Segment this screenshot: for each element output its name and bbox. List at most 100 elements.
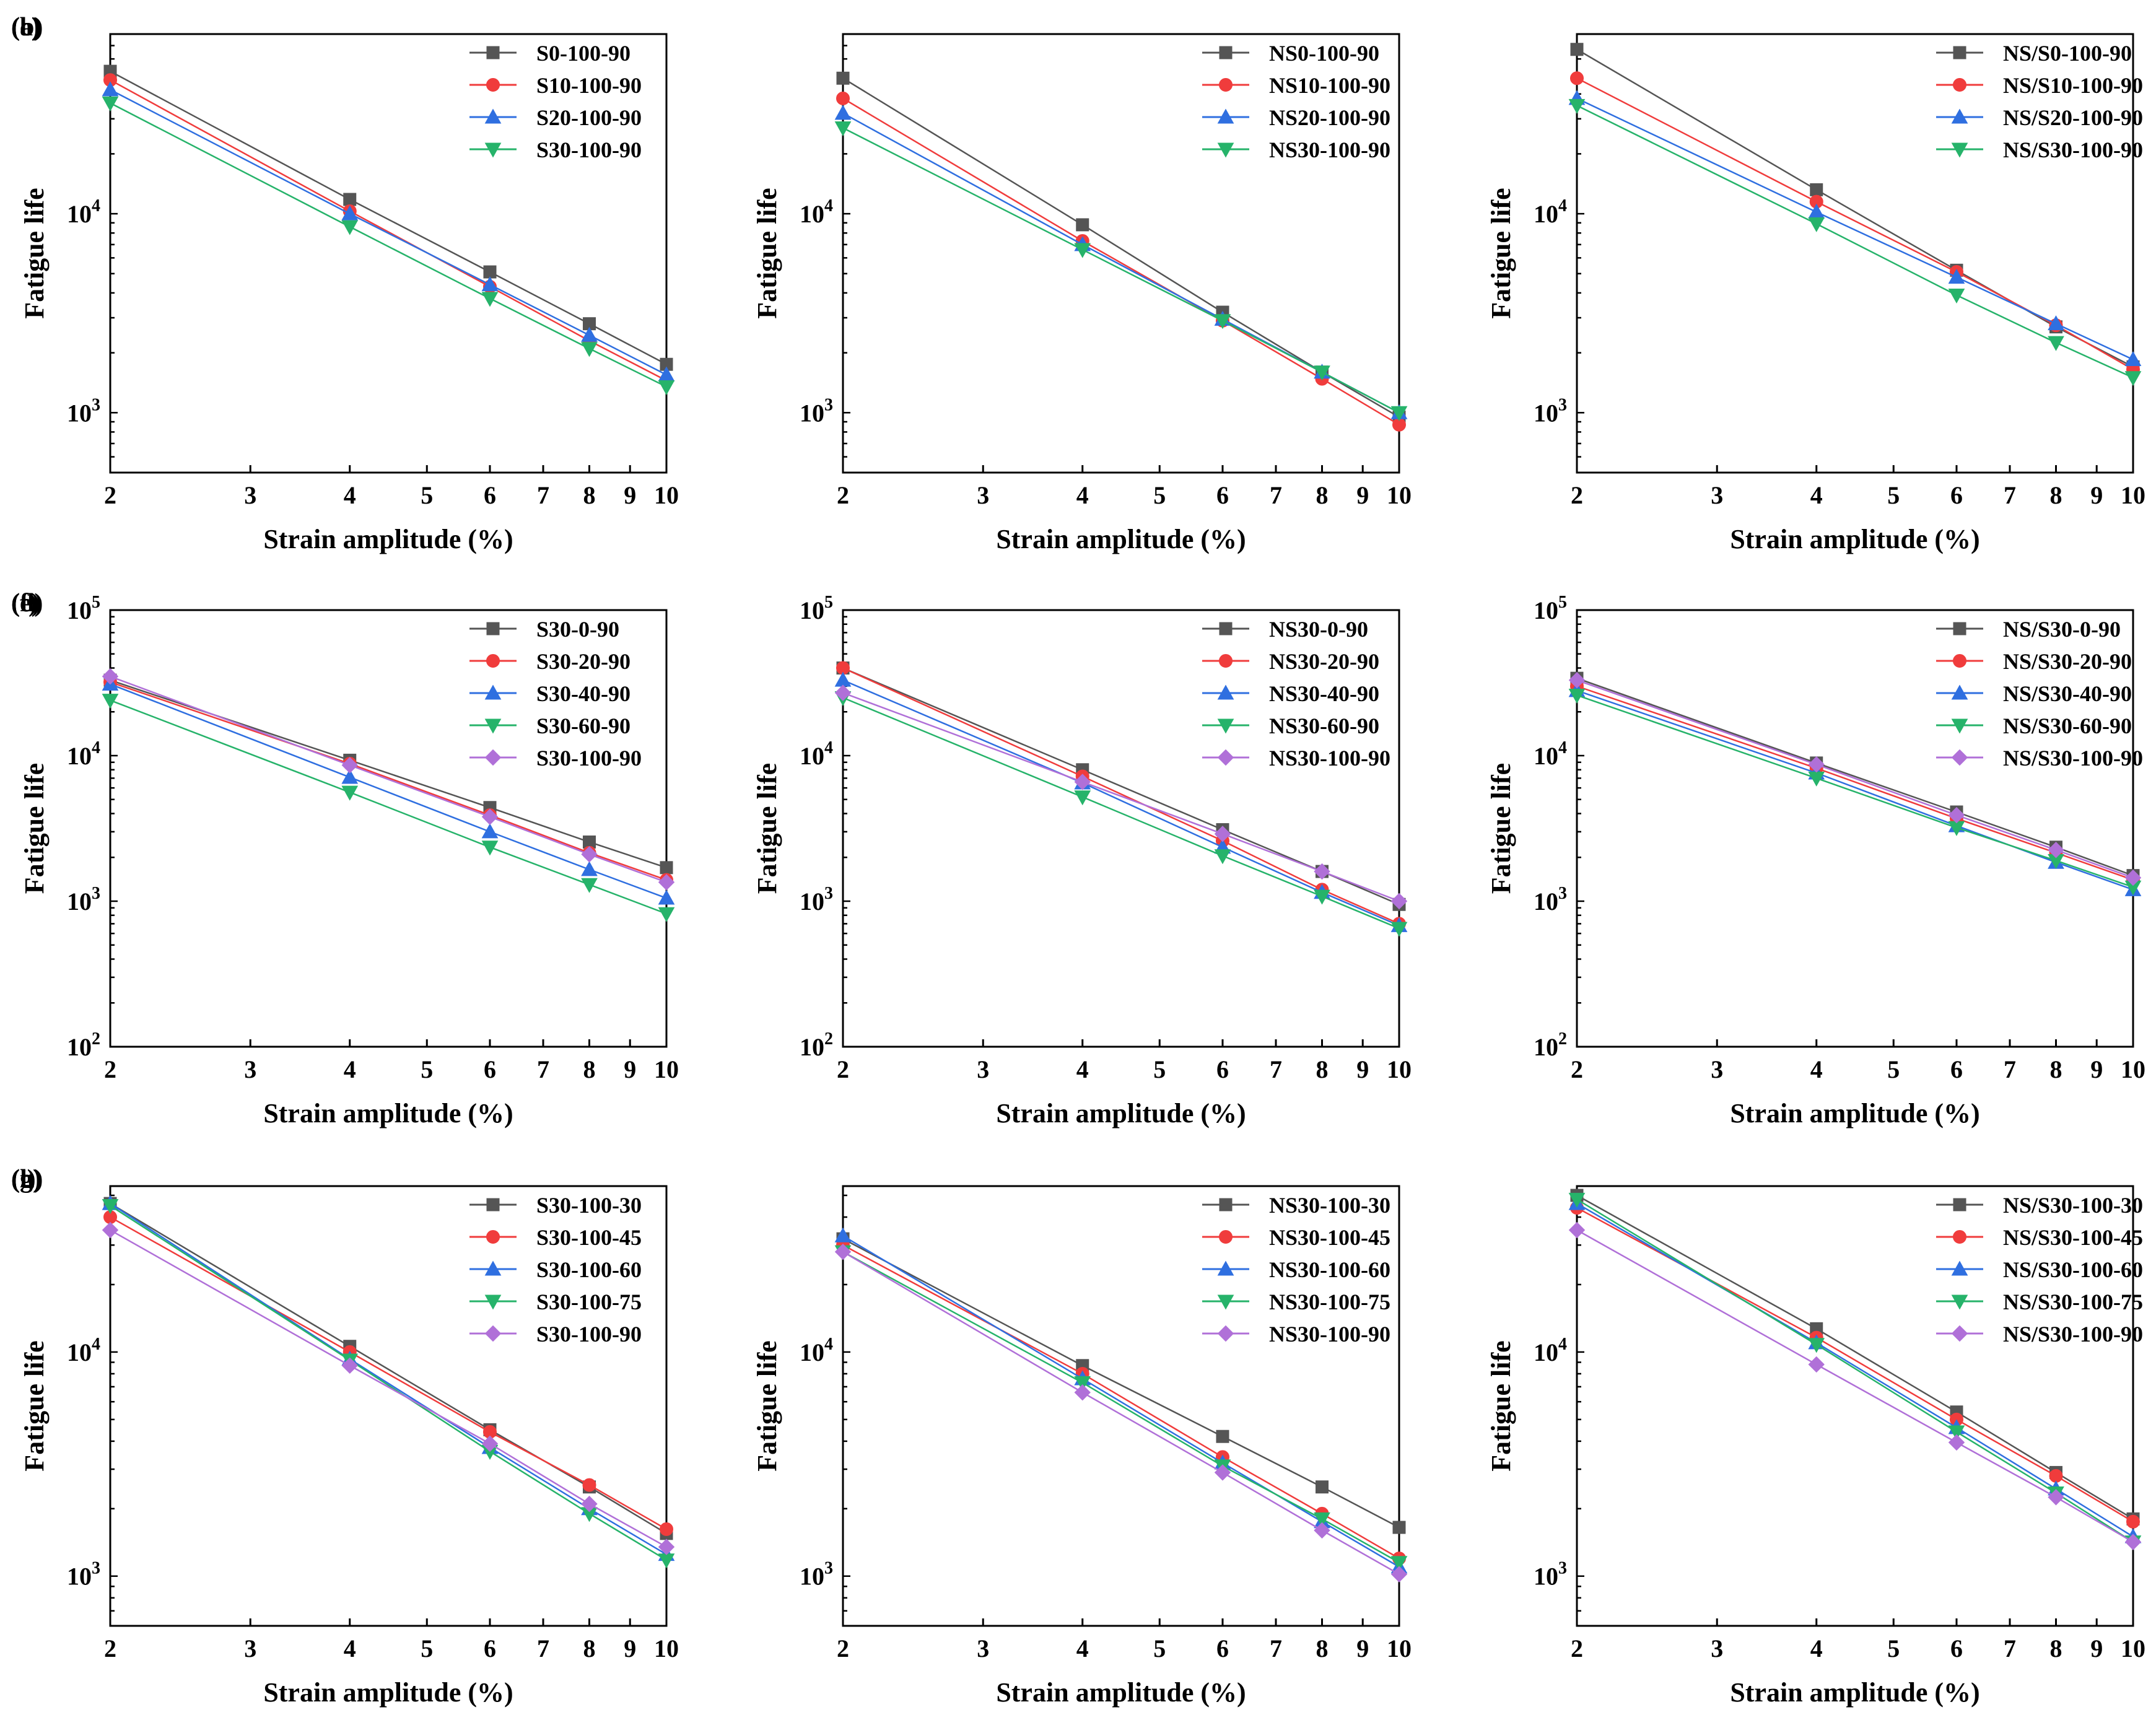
legend-label: S30-100-90 (536, 138, 642, 162)
x-tick-label: 7 (537, 1635, 549, 1662)
y-tick-base: 10 (800, 596, 824, 624)
legend-label: S30-0-90 (536, 617, 619, 642)
series-line (842, 1235, 1400, 1568)
panel-label: (i) (11, 1165, 36, 1194)
legend-label: NS/S30-100-30 (2003, 1193, 2143, 1218)
x-tick-label: 5 (421, 1635, 433, 1662)
legend-label: S10-100-90 (536, 73, 642, 98)
triangle-up-marker-icon (484, 684, 502, 700)
square-marker-icon (1953, 46, 1966, 59)
y-tick-base: 10 (67, 742, 92, 770)
panel-label: (a) (11, 13, 41, 41)
x-axis-label: Strain amplitude (%) (996, 524, 1246, 554)
x-tick-label: 3 (244, 1055, 256, 1083)
y-tick-label: 104 (1534, 738, 1567, 770)
circle-marker-icon (486, 78, 500, 92)
x-tick-label: 10 (1387, 481, 1412, 509)
data-point (341, 785, 359, 801)
y-tick-exponent: 5 (92, 593, 100, 612)
x-tick-label: 2 (837, 1055, 849, 1083)
triangle-up-marker-icon (1217, 108, 1234, 124)
x-tick-label: 8 (1316, 1055, 1328, 1083)
data-point (658, 889, 675, 905)
data-point (2124, 351, 2142, 366)
y-tick-label: 104 (1534, 1335, 1567, 1366)
x-tick-label: 8 (583, 1635, 595, 1662)
y-tick-exponent: 4 (824, 738, 833, 757)
legend-label: NS30-100-90 (1269, 746, 1390, 770)
data-point (1214, 849, 1231, 865)
plot-frame (109, 609, 668, 1048)
data-point (102, 668, 119, 685)
x-tick-label: 8 (1316, 481, 1328, 509)
y-tick-exponent: 3 (824, 395, 833, 414)
x-tick-label: 9 (1356, 481, 1369, 509)
y-tick-base: 10 (67, 1563, 92, 1591)
x-tick-label: 9 (2090, 1635, 2103, 1662)
legend-label: NS/S30-100-60 (2003, 1257, 2143, 1282)
data-point (481, 1435, 499, 1452)
legend-label: NS30-100-60 (1269, 1257, 1390, 1282)
x-tick-label: 5 (1153, 1055, 1166, 1083)
x-axis-label: Strain amplitude (%) (263, 1098, 513, 1128)
square-marker-icon (486, 622, 500, 635)
legend-label: NS/S30-60-90 (2003, 714, 2132, 738)
x-tick-label: 3 (977, 481, 989, 509)
triangle-down-marker-icon (1217, 142, 1234, 158)
data-point (834, 121, 852, 137)
y-tick-base: 10 (800, 1563, 824, 1591)
legend-label: NS30-100-30 (1269, 1193, 1390, 1218)
diamond-marker-icon (484, 749, 502, 766)
legend-label: NS/S30-100-45 (2003, 1225, 2143, 1250)
x-tick-label: 10 (2121, 1055, 2145, 1083)
x-axis-label: Strain amplitude (%) (263, 1677, 513, 1708)
y-tick-exponent: 4 (92, 738, 100, 757)
panel-label: (d) (11, 589, 43, 618)
data-point (1808, 1338, 1825, 1353)
x-tick-label: 6 (1216, 1055, 1229, 1083)
diamond-marker-icon (1217, 749, 1234, 766)
x-tick-label: 9 (624, 1635, 636, 1662)
square-marker-icon (1219, 622, 1233, 635)
y-tick-exponent: 2 (1558, 1029, 1567, 1049)
y-axis-label: Fatigue life (19, 1340, 50, 1471)
x-tick-label: 8 (2049, 481, 2062, 509)
y-tick-label: 102 (1534, 1029, 1567, 1061)
data-point (481, 808, 499, 825)
data-point (1568, 1192, 1586, 1208)
circle-marker-icon (1953, 654, 1966, 668)
x-tick-label: 2 (1571, 481, 1583, 509)
data-point (1074, 790, 1091, 806)
data-point (1808, 203, 1825, 219)
diamond-marker-icon (1951, 1325, 1968, 1342)
x-tick-label: 2 (1571, 1055, 1583, 1083)
y-tick-exponent: 2 (92, 1029, 100, 1049)
legend-label: NS/S30-100-75 (2003, 1290, 2143, 1314)
y-tick-exponent: 4 (1558, 1335, 1567, 1354)
legend-label: S30-60-90 (536, 714, 631, 738)
x-tick-label: 2 (837, 481, 849, 509)
panel-label: (e) (11, 589, 40, 618)
y-tick-label: 104 (67, 1335, 100, 1366)
y-tick-base: 10 (67, 1338, 92, 1366)
series-line (110, 1203, 667, 1555)
triangle-up-marker-icon (484, 1260, 502, 1276)
x-tick-label: 5 (1153, 481, 1166, 509)
data-point (2124, 371, 2142, 386)
data-point (102, 96, 119, 111)
x-tick-label: 8 (2049, 1635, 2062, 1662)
x-tick-label: 7 (2004, 1635, 2016, 1662)
data-point (581, 326, 598, 342)
data-point (481, 276, 499, 292)
y-tick-exponent: 4 (1558, 738, 1567, 757)
x-tick-label: 3 (244, 1635, 256, 1662)
x-tick-label: 7 (1270, 1055, 1282, 1083)
x-tick-label: 5 (1887, 1055, 1900, 1083)
triangle-up-marker-icon (1951, 1260, 1968, 1276)
y-tick-label: 105 (1534, 593, 1567, 624)
y-tick-label: 103 (1534, 395, 1567, 427)
y-tick-label: 103 (67, 884, 100, 915)
